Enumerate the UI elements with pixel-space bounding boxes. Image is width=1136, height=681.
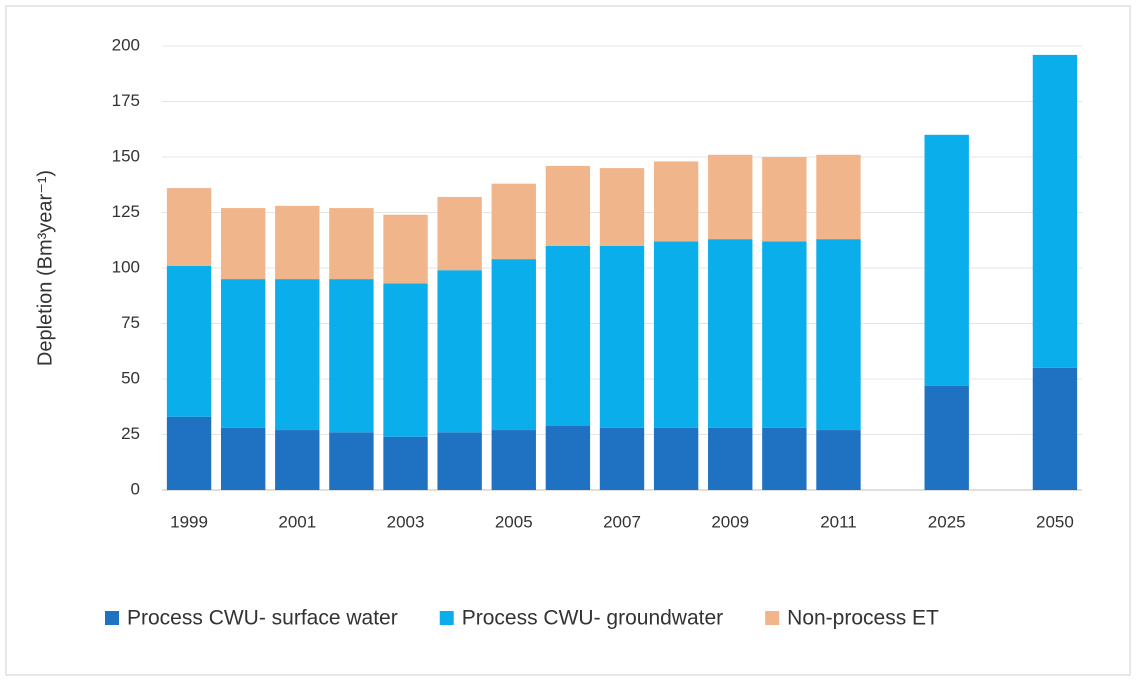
bar-segment [275,430,320,490]
bar-segment [383,214,428,284]
x-tick-label: 1999 [170,512,208,531]
bar-segment [762,157,807,242]
y-axis-label: Depletion (Bm³year⁻¹) [34,170,56,366]
x-tick-label: 2009 [711,512,749,531]
bar-segment [383,436,428,490]
bar-segment [491,183,536,260]
bar-segment [924,385,969,490]
y-tick-label: 100 [112,257,140,276]
y-tick-label: 75 [121,313,140,332]
bar-segment [545,425,591,490]
bar-segment [383,283,428,437]
legend-label: Process CWU- groundwater [462,607,723,630]
legend-swatch [765,611,780,625]
x-tick-label: 2025 [928,512,966,531]
x-tick-label: 2011 [820,512,857,531]
bar-segment [437,432,482,490]
bar-segment [329,432,374,490]
legend-label: Process CWU- surface water [127,607,398,630]
bar-segment [220,208,266,280]
bar-segment [708,154,753,240]
bar-segment [599,168,645,246]
x-tick-label: 2050 [1036,512,1074,531]
x-tick-label: 2007 [603,512,641,531]
y-tick-label: 150 [112,146,140,165]
y-tick-label: 200 [112,35,140,54]
bar-segment [762,427,807,490]
bar-segment [491,259,536,431]
bar-segment [329,279,374,433]
y-tick-label: 25 [121,424,140,443]
legend-swatch [105,611,119,625]
bar-segment [1032,54,1078,368]
bar-segment [545,245,591,426]
bar-segment [166,416,212,490]
bar-segment [437,270,482,433]
bar-segment [599,427,645,490]
y-tick-label: 50 [121,368,140,387]
bar-segment [275,205,320,280]
y-tick-label: 0 [131,479,140,498]
bar-segment [924,134,969,386]
bar-segment [653,241,699,428]
y-tick-label: 125 [112,202,140,221]
bar-segment [599,245,645,428]
bar-segment [653,161,699,242]
bar-segment [220,279,266,428]
bar-segment [166,188,212,266]
bar-segment [491,430,536,490]
bar-segment [166,265,212,417]
bar-segment [708,427,753,490]
bar-segment [275,279,320,431]
bar-segment [816,430,861,490]
y-tick-label: 175 [112,91,140,110]
legend-label: Non-process ET [787,607,939,630]
bar-segment [762,241,807,428]
bar-segment [545,165,591,246]
bar-segment [220,427,266,490]
x-tick-label: 2003 [387,512,425,531]
bar-segment [816,239,861,431]
bar-segment [653,427,699,490]
bar-segment [1032,367,1078,490]
bar-segment [329,208,374,280]
legend-swatch [439,611,454,625]
bar-segment [437,196,482,271]
bar-segment [816,154,861,240]
bar-segment [708,239,753,428]
x-tick-label: 2005 [495,512,533,531]
x-tick-label: 2001 [278,512,316,531]
